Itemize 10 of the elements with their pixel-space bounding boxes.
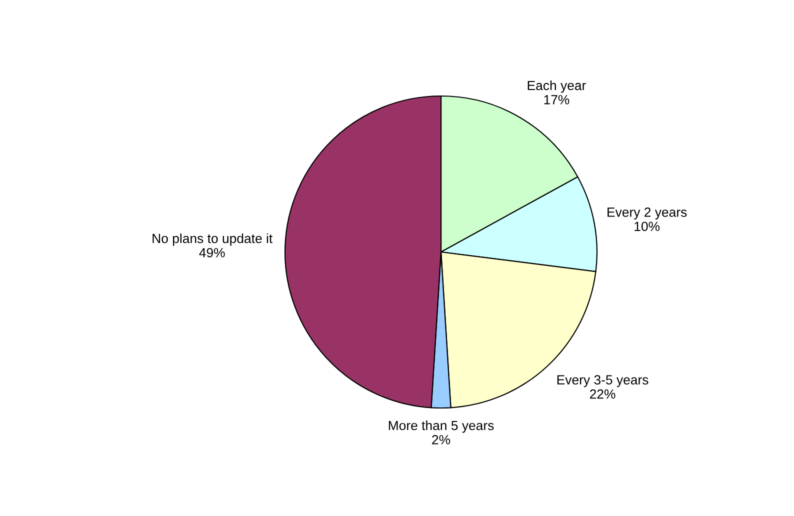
- slice-label: Every 3-5 years: [557, 375, 648, 388]
- data-label: 2%: [432, 435, 450, 444]
- slice-label: No plans to update it: [152, 233, 273, 246]
- slice-label: More than 5 years: [388, 420, 494, 433]
- data-label: 49%: [199, 248, 225, 258]
- data-label: 17%: [544, 95, 570, 104]
- slice-label: Every 2 years: [608, 208, 687, 220]
- data-label: 22%: [590, 389, 616, 399]
- slice-label: Each year: [528, 80, 586, 93]
- data-label: 10%: [634, 222, 660, 232]
